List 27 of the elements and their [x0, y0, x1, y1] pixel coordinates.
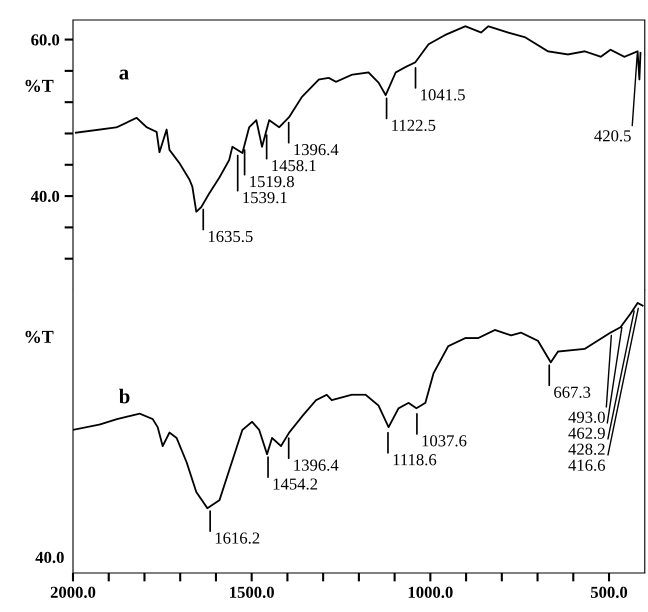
annotation: 1519.8 [250, 176, 294, 188]
annotation: 1122.5 [392, 120, 436, 132]
annotation: 1454.2 [274, 478, 318, 490]
x-tick-label: 500.0 [590, 586, 628, 598]
annotation: 428.2 [568, 444, 605, 455]
annotation: 1037.6 [422, 435, 466, 447]
y-axis-title: %T [25, 80, 54, 92]
annotation: 416.6 [568, 460, 606, 471]
annotation: 420.5 [594, 130, 631, 142]
annotation: 1041.5 [421, 89, 465, 101]
annotation: 1458.1 [272, 160, 316, 172]
annotation: 667.3 [554, 386, 590, 398]
y-axis-title: %T [25, 330, 54, 343]
y-tick-label: 60.0 [31, 34, 60, 46]
series-label: b [119, 388, 130, 404]
annotation: 1396.4 [294, 144, 338, 156]
annotation: 1118.6 [394, 454, 436, 466]
x-tick-label: 1000.0 [408, 586, 453, 598]
annotation: 1616.2 [216, 532, 260, 544]
annotation: 1396.4 [294, 460, 338, 471]
x-tick-label: 1500.0 [230, 586, 274, 598]
annotation: 462.9 [568, 428, 605, 439]
x-tick-label: 2000.0 [50, 586, 96, 598]
annotation: 1539.1 [243, 192, 287, 204]
annotation: 493.0 [568, 412, 605, 423]
annotation: 1635.5 [208, 230, 253, 242]
series-label: a [119, 70, 129, 80]
